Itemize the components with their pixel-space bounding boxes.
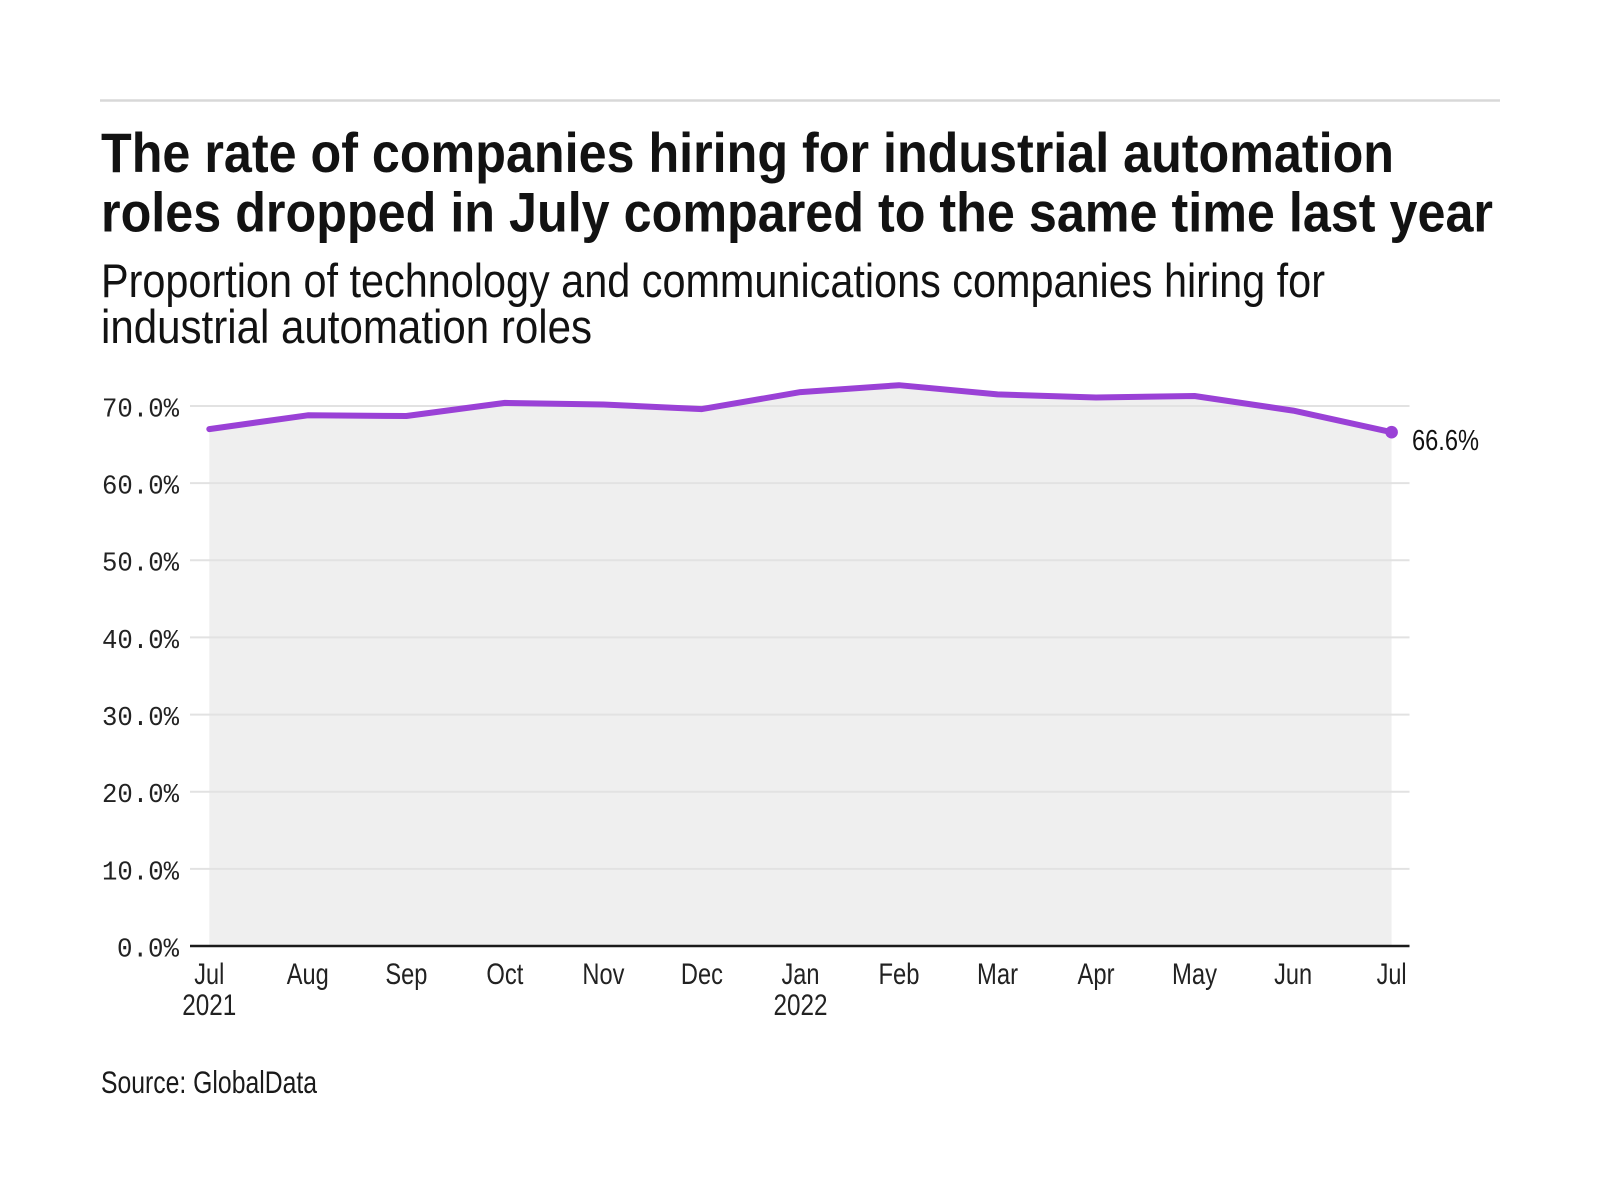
svg-text:Jul: Jul xyxy=(1377,958,1407,991)
svg-text:Mar: Mar xyxy=(977,958,1018,991)
svg-text:The rate of companies hiring f: The rate of companies hiring for industr… xyxy=(101,122,1394,184)
svg-text:20.0%: 20.0% xyxy=(102,780,179,810)
svg-text:Proportion of technology and c: Proportion of technology and communicati… xyxy=(101,255,1325,308)
svg-text:66.6%: 66.6% xyxy=(1412,425,1479,457)
svg-text:50.0%: 50.0% xyxy=(102,549,179,579)
svg-text:Jun: Jun xyxy=(1274,958,1312,991)
svg-text:Dec: Dec xyxy=(681,958,723,991)
svg-text:2021: 2021 xyxy=(182,989,236,1022)
svg-text:Jan: Jan xyxy=(782,958,820,991)
svg-text:roles dropped in July compared: roles dropped in July compared to the sa… xyxy=(101,182,1493,244)
svg-text:40.0%: 40.0% xyxy=(102,626,179,656)
svg-text:Oct: Oct xyxy=(486,958,523,991)
svg-text:2022: 2022 xyxy=(774,989,828,1022)
svg-text:10.0%: 10.0% xyxy=(102,857,179,887)
svg-text:Feb: Feb xyxy=(879,958,920,991)
svg-text:30.0%: 30.0% xyxy=(102,703,179,733)
svg-text:0.0%: 0.0% xyxy=(117,934,179,964)
svg-text:May: May xyxy=(1172,958,1217,991)
svg-text:Aug: Aug xyxy=(287,958,329,991)
svg-text:industrial automation roles: industrial automation roles xyxy=(101,301,592,354)
svg-text:Sep: Sep xyxy=(385,958,427,991)
svg-text:60.0%: 60.0% xyxy=(102,472,179,502)
svg-text:Jul: Jul xyxy=(194,958,224,991)
svg-text:70.0%: 70.0% xyxy=(102,394,179,424)
svg-text:Apr: Apr xyxy=(1078,958,1115,991)
svg-text:Source: GlobalData: Source: GlobalData xyxy=(101,1064,317,1100)
svg-text:Nov: Nov xyxy=(582,958,624,991)
